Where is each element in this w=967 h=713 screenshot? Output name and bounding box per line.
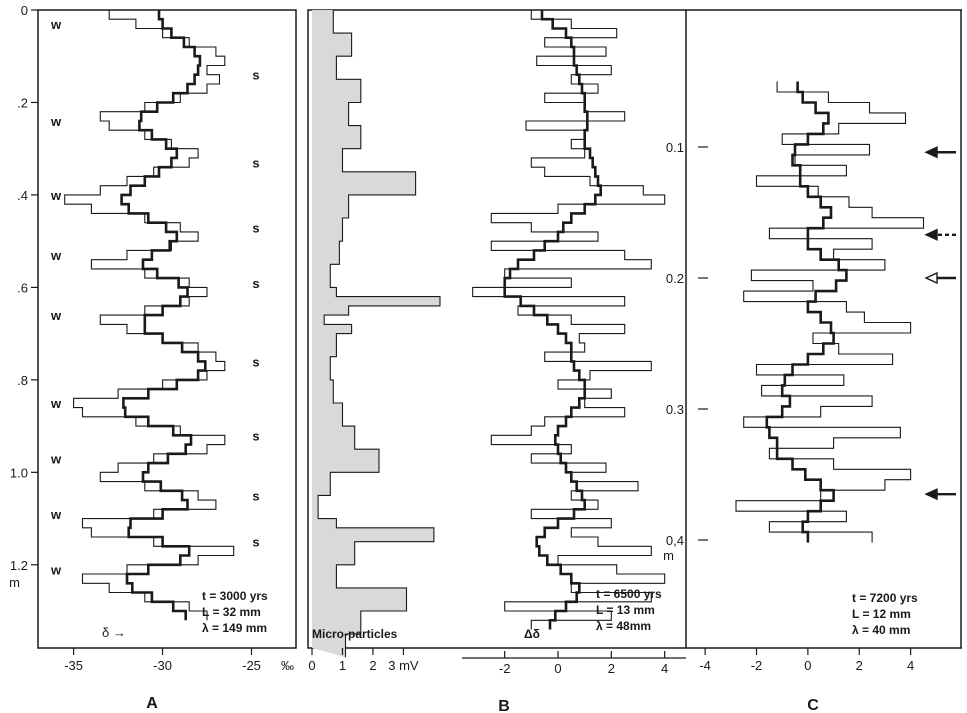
panel-c-arrow-head [924,271,938,285]
panel-c-letter: C [807,697,819,713]
panel-b-microparticles-line [317,10,441,658]
panel-a-season-winter: w [50,248,62,263]
panel-a: -35 -30 -25 ‰ 0 .2 .4 .6 .8 1.0 1.2 m w s w s w s w s w s w s w s… [9,3,297,673]
panel-c: 0.1 0.2 0.3 0,4m -4 -2 0 2 4 t = 7200 yrs L = 12 m… [663,9,962,673]
panel-a-y-tick-label: 0 [21,3,28,18]
panel-b-letter: B [498,698,510,713]
panel-b-microparticles-label: Micro-particles [312,627,398,641]
panel-a-annotation-line: t = 3000 yrs [202,589,268,603]
panel-a-season-winter: w [50,562,62,577]
panel-a-season-summer: s [252,276,259,291]
panel-a-season-winter: w [50,114,62,129]
panel-b-mp-tick-label: 3 mV [388,658,419,673]
panel-c-series-thin [735,81,925,543]
panel-c-y-tick-label: 0.2 [666,271,684,286]
panel-c-series-thick [765,81,848,543]
panel-c-x-tick-label: -2 [751,658,763,673]
panel-b-microparticles-area [312,10,440,658]
panel-c-arrow-head [924,488,938,501]
panel-a-season-winter: w [50,507,62,522]
panel-a-season-summer: s [252,156,259,171]
panel-c-arrow-head [924,228,938,241]
panel-a-y-tick-label: 1.2 [10,558,28,573]
panel-b: 0 1 2 3 mV Micro-particles -2 0 2 4 Δδ t = 6500 yr… [307,9,687,676]
panel-a-y-tick-label: .2 [17,95,28,110]
panel-a-season-summer: s [252,354,259,369]
panel-a-season-summer: s [252,488,259,503]
panel-c-x-tick-label: 2 [856,658,863,673]
panel-c-annotation-line: t = 7200 yrs [852,591,918,605]
panel-a-season-summer: s [252,535,259,550]
panel-b-delta-tick-label: 2 [608,661,615,676]
panel-a-y-tick-label: .6 [17,280,28,295]
panel-a-season-summer: s [252,220,259,235]
panel-c-annotation-line: L = 12 mm [852,607,911,621]
panel-c-x-tick-label: 0 [804,658,811,673]
panel-b-mp-tick-label: 0 [308,658,315,673]
panel-c-y-label: m [663,548,674,563]
panel-a-season-winter: w [50,396,62,411]
panel-c-y-tick-label: 0.1 [666,140,684,155]
panel-a-y-label: m [9,575,20,590]
panel-b-delta-tick-label: 4 [661,661,668,676]
panel-b-delta-label: Δδ [524,627,540,641]
panel-a-season-winter: w [50,188,62,203]
panel-b-mp-tick-label: 1 [339,658,346,673]
panel-a-y-tick-label: .8 [17,373,28,388]
panel-c-x-tick-label: 4 [907,658,914,673]
panel-a-y-tick-label: 1.0 [10,465,28,480]
panel-a-annotation-line: λ = 149 mm [202,621,267,635]
panel-c-y-tick-label: 0,4 [666,533,684,548]
panel-b-annotation-line: t = 6500 yrs [596,587,662,601]
panel-a-season-winter: w [50,451,62,466]
panel-a-letter: A [146,695,158,712]
panel-b-frame [307,9,687,649]
panel-a-x-tick-label: -35 [64,658,83,673]
panel-b-delta-tick-label: -2 [499,661,511,676]
panel-a-series-thick [120,10,207,621]
panel-a-season-winter: w [50,17,62,32]
panel-b-delta-tick-label: 0 [554,661,561,676]
panel-a-x-tick-label: -25 [242,658,261,673]
panel-b-delta-series-thick [503,10,602,630]
panel-a-frame [37,9,297,649]
panel-c-arrow-head [924,146,938,159]
panel-b-mp-tick-label: 2 [369,658,376,673]
panel-c-y-tick-label: 0.3 [666,402,684,417]
panel-c-annotation-line: λ = 40 mm [852,623,910,637]
panel-b-annotation-line: λ = 48mm [596,619,651,633]
panel-a-season-summer: s [252,68,259,83]
panel-a-y-tick-label: .4 [17,188,28,203]
panel-b-annotation-line: L = 13 mm [596,603,655,617]
panel-a-x-unit: ‰ [281,658,294,673]
panel-a-annotation-line: L = 32 mm [202,605,261,619]
panel-a-x-label: δ → [102,625,126,640]
panel-c-x-tick-label: -4 [699,658,711,673]
panel-a-x-tick-label: -30 [153,658,172,673]
panel-a-season-summer: s [252,428,259,443]
panel-a-season-winter: w [50,308,62,323]
panel-b-delta-series-thin [472,10,666,630]
